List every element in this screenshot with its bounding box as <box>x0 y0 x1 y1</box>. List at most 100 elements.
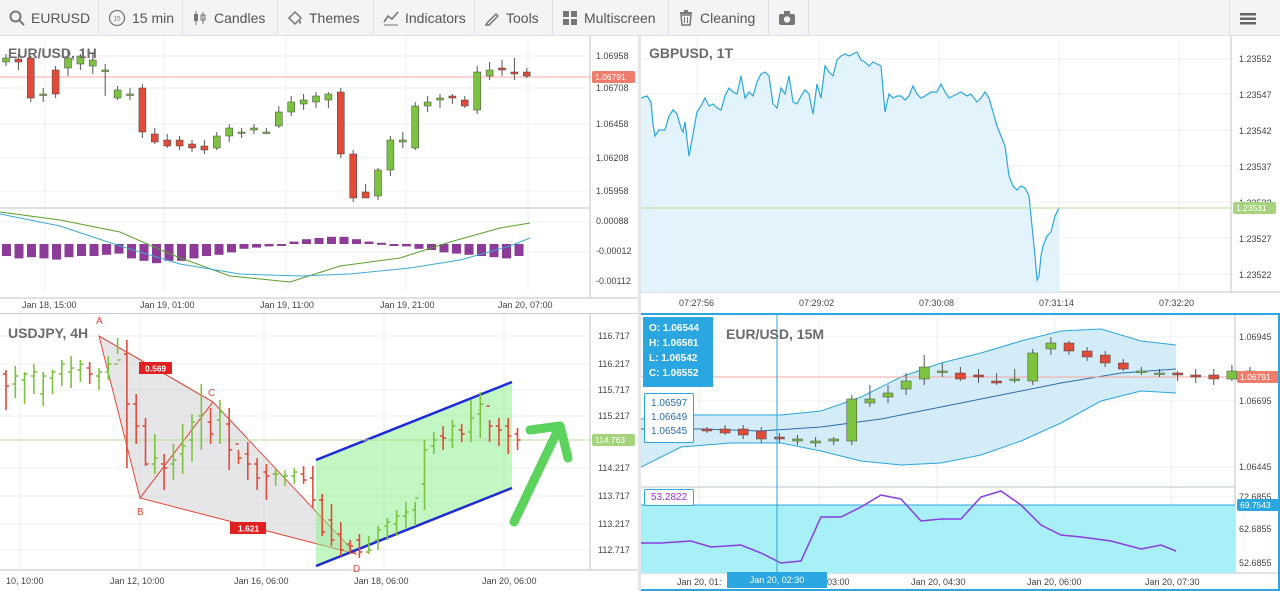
time-tick: Jan 20, 07:30 <box>1145 577 1200 587</box>
macd-line <box>0 213 531 277</box>
time-tick: Jan 20, 07:00 <box>498 300 553 310</box>
macd-bar <box>314 238 324 244</box>
current-price-label: 114.763 <box>595 435 625 445</box>
macd-bar <box>514 244 524 256</box>
bull-candle <box>864 398 876 404</box>
bear-candle <box>737 428 749 436</box>
bear-candle <box>51 69 60 95</box>
price-tick: 1.23522 <box>1239 270 1272 280</box>
bear-candle <box>14 58 23 63</box>
screenshot-button[interactable] <box>769 0 809 35</box>
interval-label: 15 min <box>132 9 175 26</box>
macd-signal-line <box>0 211 531 283</box>
chart-canvas[interactable]: A B C D 0.569 1.621 116.717 116.217 115.717 115.2… <box>0 314 637 591</box>
bear-candle <box>955 372 966 380</box>
macd-bar <box>414 244 424 249</box>
ohlc-low: L: 1.06542 <box>649 353 698 364</box>
bull-candle <box>1045 342 1057 350</box>
ratio-label: 0.569 <box>145 364 167 374</box>
time-tick: Jan 20, 04:30 <box>911 577 966 587</box>
time-tick: Jan 18, 06:00 <box>354 576 409 586</box>
themes-button[interactable]: Themes <box>278 0 374 35</box>
bear-candle <box>337 91 345 155</box>
ohlc-high: H: 1.06581 <box>649 338 699 349</box>
bear-candle <box>200 145 209 151</box>
macd-tick: -0.00112 <box>596 276 631 286</box>
macd-bar <box>402 244 411 247</box>
time-tick: 07:29:02 <box>799 298 834 308</box>
bear-candle <box>701 428 713 432</box>
bear-candle <box>188 143 196 149</box>
bear-candle <box>448 95 457 99</box>
bear-candle <box>991 380 1002 384</box>
chart-canvas[interactable]: 1.235521.235471.235421.235371.235321.235… <box>641 36 1280 313</box>
interval-button[interactable]: 15 15 min <box>99 0 183 35</box>
menu-button[interactable] <box>1229 0 1280 35</box>
bollinger-middle-line <box>641 368 1177 432</box>
price-tick: 1.06958 <box>596 51 629 61</box>
time-tick: Jan 16, 06:00 <box>234 576 289 586</box>
chart-canvas[interactable]: 1.06945 1.06695 1.06445 1.06791 72.6855 62.68… <box>641 315 1280 591</box>
bull-candle <box>225 127 233 137</box>
bollinger-middle: 1.06649 <box>651 412 688 423</box>
bear-candle <box>973 374 984 378</box>
multiscreen-button[interactable]: Multiscreen <box>553 0 669 35</box>
price-tick: 115.217 <box>598 411 630 421</box>
bear-candle <box>1081 350 1093 358</box>
camera-icon <box>779 10 795 25</box>
cleaning-button[interactable]: Cleaning <box>669 0 769 35</box>
rsi-current-label-bg <box>1237 499 1278 511</box>
bear-candle <box>1172 372 1183 376</box>
bear-candle <box>523 71 531 77</box>
chart-panel-eurusd-15m[interactable]: 1.06945 1.06695 1.06445 1.06791 72.6855 62.68… <box>639 313 1280 591</box>
chart-panel-eurusd-1h[interactable]: 1.06958 1.06708 1.06458 1.06208 1.05958 1.067… <box>0 36 637 313</box>
bull-candle <box>101 69 109 72</box>
chart-type-button[interactable]: Candles <box>183 0 278 35</box>
macd-bar <box>14 244 24 259</box>
macd-bar <box>464 244 474 255</box>
time-tick: 03:00 <box>827 577 850 587</box>
bear-candle <box>1208 374 1220 380</box>
bull-candle <box>89 59 97 67</box>
bull-candle <box>374 169 382 197</box>
bear-candle <box>138 87 147 133</box>
bear-candle <box>756 430 767 440</box>
bull-candle <box>918 366 930 380</box>
indicators-button[interactable]: Indicators <box>374 0 475 35</box>
bear-candle <box>1118 362 1129 370</box>
macd-bar <box>364 241 374 244</box>
bull-candle <box>324 93 333 101</box>
current-price-label-bg <box>592 71 636 83</box>
macd-bar <box>39 244 49 259</box>
chart-canvas[interactable]: 1.06958 1.06708 1.06458 1.06208 1.05958 1.067… <box>0 36 637 313</box>
macd-bar <box>377 242 386 245</box>
time-tick: Jan 20, 06:00 <box>482 576 537 586</box>
macd-bar <box>327 236 336 244</box>
pencil-icon <box>484 12 500 26</box>
chart-panel-gbpusd-1t[interactable]: 1.235521.235471.235421.235371.235321.235… <box>641 36 1280 313</box>
bull-candle <box>2 57 10 63</box>
bull-candle <box>423 101 432 107</box>
bear-candle <box>27 57 35 99</box>
top-toolbar: EURUSD 15 15 min Candles Themes Indicato… <box>0 0 1280 36</box>
price-tick: 1.06445 <box>1239 462 1272 472</box>
current-price-label-bg <box>1237 371 1278 383</box>
bull-candle <box>237 131 246 134</box>
current-price-label: 1.06791 <box>595 72 626 82</box>
macd-bar <box>189 244 199 259</box>
bear-candle <box>361 191 370 199</box>
crosshair-time-label: Jan 20, 02:30 <box>727 572 827 588</box>
channel-fill <box>316 382 512 566</box>
price-tick: 1.06945 <box>1239 332 1272 342</box>
chart-panel-usdjpy-4h[interactable]: A B C D 0.569 1.621 116.717 116.217 115.717 115.2… <box>0 314 637 591</box>
tools-button[interactable]: Tools <box>475 0 553 35</box>
rsi-value-box: 53.2822 <box>644 489 695 506</box>
macd-bar <box>302 239 311 244</box>
symbol-search-button[interactable]: EURUSD <box>0 0 99 35</box>
macd-bar <box>252 244 261 248</box>
bear-candle <box>151 133 159 143</box>
bull-candle <box>937 370 948 373</box>
time-tick: 07:27:56 <box>679 298 714 308</box>
panel-divider <box>638 36 641 591</box>
bear-candle <box>175 139 184 147</box>
